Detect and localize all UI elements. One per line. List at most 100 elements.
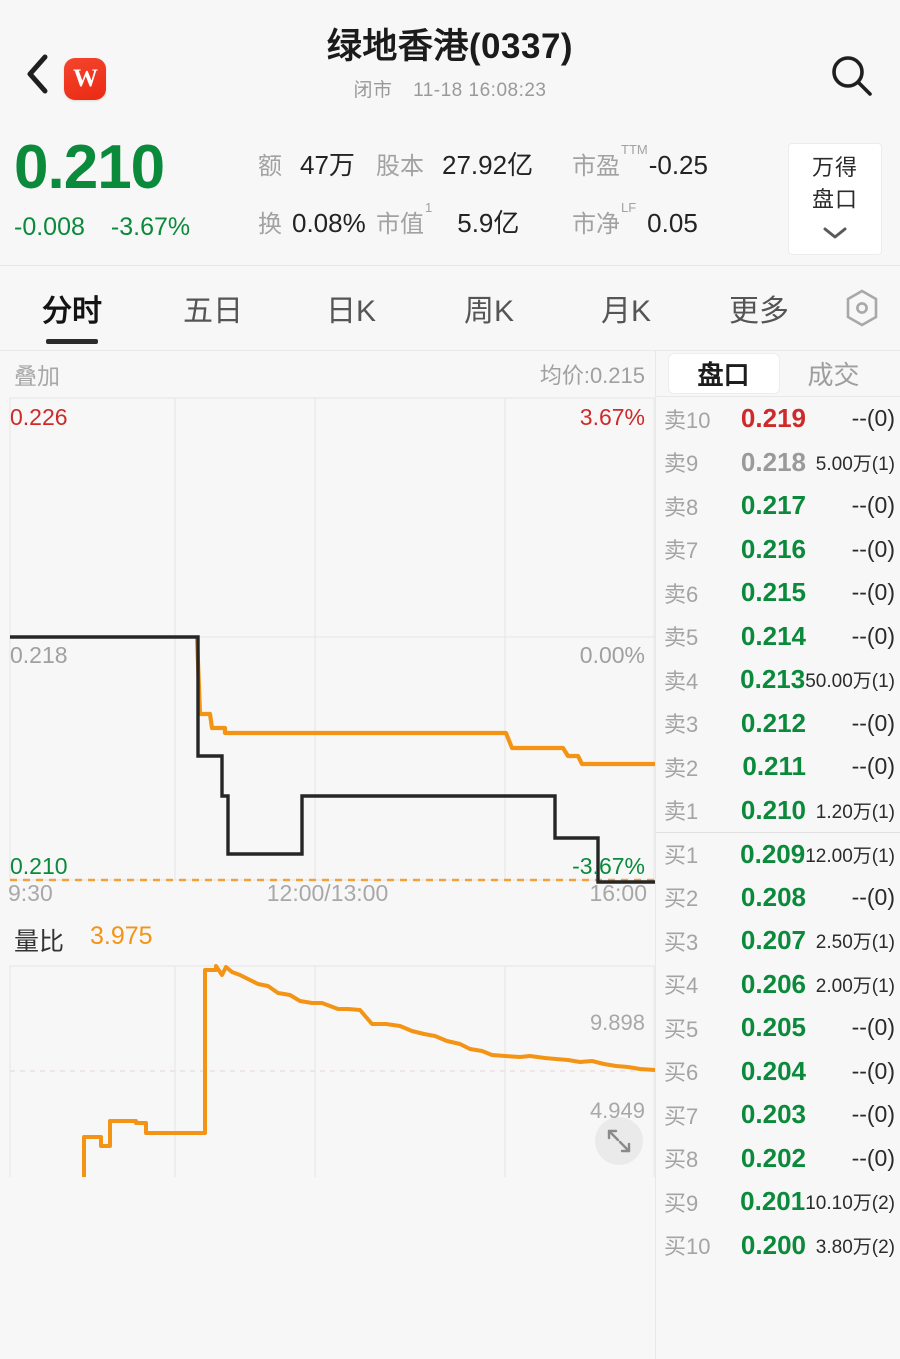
wind-orderbook-button[interactable]: 万得 盘口: [788, 143, 882, 255]
bid-row-10[interactable]: 买10 0.200 3.80万(2): [656, 1224, 900, 1268]
level-price: 0.218: [740, 446, 806, 477]
overlay-button[interactable]: 叠加: [14, 362, 60, 389]
bid-row-5[interactable]: 买5 0.205 --(0): [656, 1006, 900, 1050]
ask-row-9[interactable]: 卖9 0.218 5.00万(1): [656, 441, 900, 485]
level-quantity: --(0): [851, 405, 895, 432]
search-button[interactable]: [826, 50, 878, 102]
level-quantity: 1.20万(1): [815, 801, 895, 823]
level-quantity: --(0): [851, 1057, 895, 1084]
level-price: 0.209: [740, 838, 806, 869]
level-label: 买3: [664, 929, 699, 955]
expand-chart-button[interactable]: [595, 1117, 643, 1165]
change-percent: -3.67%: [110, 213, 191, 241]
ask-row-4[interactable]: 卖4 0.213 50.00万(1): [656, 658, 900, 702]
tab-monthly-k[interactable]: 月K: [600, 295, 651, 328]
level-price: 0.208: [740, 881, 806, 912]
ask-row-6[interactable]: 卖6 0.215 --(0): [656, 571, 900, 615]
stat-value: -0.25: [648, 150, 708, 180]
stat-value: 27.92亿: [442, 150, 534, 180]
app-logo-icon[interactable]: W: [64, 58, 106, 100]
bid-row-6[interactable]: 买6 0.204 --(0): [656, 1050, 900, 1094]
level-price: 0.217: [740, 490, 806, 521]
bid-row-2[interactable]: 买2 0.208 --(0): [656, 876, 900, 920]
intraday-price-chart[interactable]: 0.226 3.67% 0.218 0.00% 0.210 -3.67% 9:3…: [0, 396, 655, 914]
level-price: 0.204: [740, 1055, 806, 1086]
bid-row-4[interactable]: 买4 0.206 2.00万(1): [656, 963, 900, 1007]
time-axis: 9:30 12:00/13:00 16:00: [0, 880, 655, 914]
tab-daily-k[interactable]: 日K: [325, 295, 376, 328]
chart-settings-button[interactable]: [824, 289, 900, 327]
level-label: 买2: [664, 886, 699, 912]
level-quantity: --(0): [851, 579, 895, 606]
level-price: 0.215: [740, 577, 806, 608]
ask-row-3[interactable]: 卖3 0.212 --(0): [656, 702, 900, 746]
level-price: 0.216: [740, 533, 806, 564]
level-quantity: --(0): [851, 622, 895, 649]
tab-weekly-k[interactable]: 周K: [463, 295, 514, 328]
level-quantity: --(0): [851, 709, 895, 736]
tab-five-day[interactable]: 五日: [183, 295, 243, 328]
order-book-rows: 卖10 0.219 --(0) 卖9 0.218 5.00万(1) 卖8 0.2…: [656, 396, 900, 1267]
level-label: 卖3: [664, 712, 699, 738]
stat-label: 股本: [376, 153, 424, 180]
ask-row-10[interactable]: 卖10 0.219 --(0): [656, 397, 900, 441]
level-label: 卖1: [664, 799, 699, 825]
stat-value: 0.08%: [292, 208, 366, 238]
panel-button-line2: 盘口: [811, 186, 858, 212]
tab-order-book[interactable]: 盘口: [668, 354, 779, 393]
level-label: 买7: [664, 1103, 699, 1129]
level-price: 0.205: [740, 1012, 806, 1043]
tab-trades[interactable]: 成交: [807, 360, 860, 390]
price-axis-mid-value: 0.218: [10, 642, 68, 668]
volume-ratio-chart[interactable]: 9.898 4.949: [0, 962, 655, 1177]
stat-shares: 股本 27.92亿: [376, 145, 572, 182]
price-axis-mid-pct: 0.00%: [579, 642, 645, 668]
volume-chart-svg: [0, 962, 655, 1177]
tab-intraday[interactable]: 分时: [0, 266, 144, 350]
ask-row-1[interactable]: 卖1 0.210 1.20万(1): [656, 789, 900, 833]
level-quantity: 2.00万(1): [815, 975, 895, 997]
ask-row-8[interactable]: 卖8 0.217 --(0): [656, 484, 900, 528]
level-label: 买9: [664, 1190, 699, 1216]
bid-row-8[interactable]: 买8 0.202 --(0): [656, 1137, 900, 1181]
volume-ratio-value: 3.975: [90, 922, 153, 950]
logo-letter: W: [73, 64, 98, 92]
stat-label: 市净LF: [572, 200, 637, 238]
stat-turnover: 换 0.08%: [258, 204, 376, 239]
level-quantity: 50.00万(1): [805, 671, 895, 693]
level-quantity: --(0): [851, 492, 895, 519]
tab-more[interactable]: 更多: [729, 295, 789, 328]
stat-label: 换: [258, 211, 282, 238]
bid-row-7[interactable]: 买7 0.203 --(0): [656, 1093, 900, 1137]
change-absolute: -0.008: [14, 213, 85, 241]
stat-amount: 额 47万: [258, 145, 376, 182]
bid-row-1[interactable]: 买1 0.209 12.00万(1): [656, 832, 900, 876]
last-price: 0.210: [14, 133, 165, 202]
level-label: 买4: [664, 973, 699, 999]
stat-value: 0.05: [647, 208, 698, 238]
bid-row-3[interactable]: 买3 0.207 2.50万(1): [656, 919, 900, 963]
price-axis-top-value: 0.226: [10, 404, 68, 430]
back-button[interactable]: [18, 52, 58, 96]
ask-row-2[interactable]: 卖2 0.211 --(0): [656, 745, 900, 789]
level-price: 0.206: [740, 968, 806, 999]
level-quantity: --(0): [851, 883, 895, 910]
price-axis-bottom-value: 0.210: [10, 853, 68, 879]
stats-row-2: 换 0.08% 市值1 5.9亿 市净LF 0.05: [258, 200, 778, 261]
ask-row-5[interactable]: 卖5 0.214 --(0): [656, 615, 900, 659]
stat-sup: 1: [425, 200, 433, 215]
level-label: 卖2: [664, 755, 699, 781]
bid-row-9[interactable]: 买9 0.201 10.10万(2): [656, 1180, 900, 1224]
order-book-tabs: 盘口 成交: [656, 351, 900, 396]
level-price: 0.207: [740, 925, 806, 956]
volume-axis-high: 9.898: [589, 1010, 645, 1035]
chart-and-orderbook: 叠加 均价:0.215: [0, 351, 900, 1359]
price-line: [10, 635, 655, 884]
level-quantity: 12.00万(1): [805, 845, 895, 867]
level-price: 0.219: [740, 403, 806, 434]
average-price-line: [194, 636, 655, 767]
level-price: 0.214: [740, 620, 806, 651]
level-label: 卖10: [664, 407, 711, 433]
app-header: W 绿地香港(0337) 闭市 11-18 16:08:23: [0, 0, 900, 133]
ask-row-7[interactable]: 卖7 0.216 --(0): [656, 528, 900, 572]
